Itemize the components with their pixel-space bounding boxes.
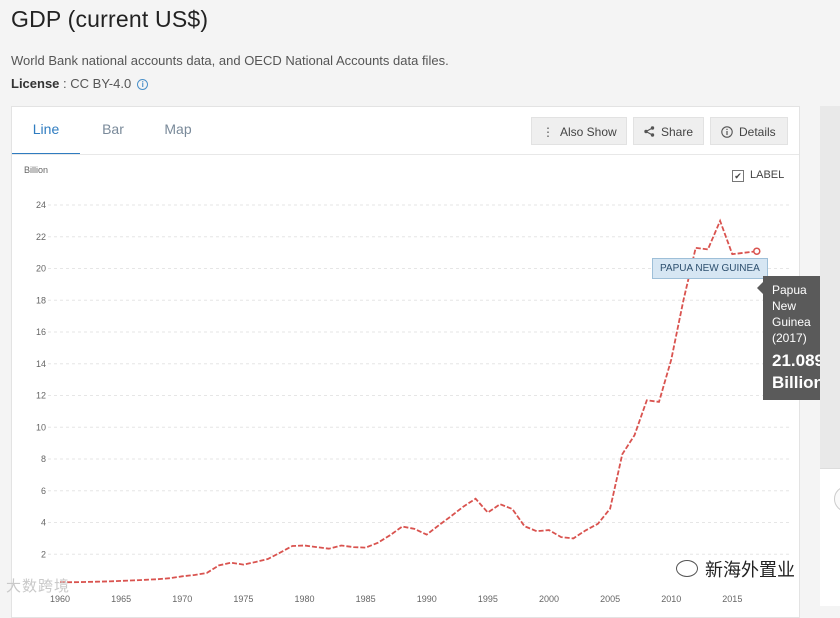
tabs-divider: [12, 154, 799, 155]
series-line: [59, 218, 757, 584]
y-tick-label: 4: [41, 518, 46, 528]
tooltip-value: 21.089: [772, 351, 824, 370]
details-button[interactable]: Details: [710, 117, 788, 145]
tab-bar[interactable]: Bar: [102, 121, 124, 137]
source-note: World Bank national accounts data, and O…: [11, 53, 449, 68]
also-show-button[interactable]: ⋮ Also Show: [531, 117, 627, 145]
tooltip-year: (2017): [772, 331, 807, 345]
tooltip-country-line-2: New: [772, 299, 797, 313]
y-tick-label: 8: [41, 454, 46, 464]
label-checkbox[interactable]: ✔: [732, 170, 744, 182]
more-vertical-icon: ⋮: [542, 125, 554, 139]
y-tick-label: 14: [36, 359, 46, 369]
also-show-label: Also Show: [560, 125, 617, 139]
tooltip-caret: [757, 282, 763, 294]
license-key: License: [11, 76, 60, 91]
tab-map[interactable]: Map: [164, 121, 192, 137]
page-title: GDP (current US$): [11, 6, 209, 32]
x-tick-label: 1975: [233, 594, 253, 604]
label-toggle-text: LABEL: [750, 169, 785, 181]
share-button[interactable]: Share: [633, 117, 704, 145]
x-tick-label: 1980: [294, 594, 314, 604]
x-tick-label: 2015: [722, 594, 742, 604]
details-label: Details: [739, 125, 776, 139]
x-tick-label: 2005: [600, 594, 620, 604]
series-label: PAPUA NEW GUINEA: [652, 258, 768, 279]
watermark-right-text: 新海外置业: [705, 560, 795, 580]
watermark-left: 大数跨境: [6, 578, 71, 595]
info-circle-icon: [721, 118, 733, 146]
x-tick-label: 1965: [111, 594, 131, 604]
chat-bubble-icon: [676, 560, 698, 577]
y-tick-label: 10: [36, 422, 46, 432]
y-tick-label: 12: [36, 391, 46, 401]
license-line: License : CC BY-4.0 i: [11, 76, 149, 91]
x-tick-label: 1990: [417, 594, 437, 604]
x-tick-label: 1970: [172, 594, 192, 604]
x-tick-label: 1985: [356, 594, 376, 604]
y-tick-label: 22: [36, 232, 46, 242]
share-label: Share: [661, 125, 694, 139]
watermark-right: 新海外置业: [676, 556, 795, 582]
tooltip-unit: Billion: [772, 373, 824, 392]
x-tick-label: 1995: [478, 594, 498, 604]
highlight-point: [753, 247, 761, 255]
y-axis-unit: Billion: [24, 165, 49, 175]
y-tick-label: 2: [41, 549, 46, 559]
tooltip-country-line-1: Papua: [772, 283, 807, 297]
y-tick-label: 16: [36, 327, 46, 337]
chart-panel: Line Bar Map ⋮ Also Show Share Details Bi…: [11, 106, 800, 618]
y-tick-label: 18: [36, 295, 46, 305]
y-tick-label: 6: [41, 486, 46, 496]
label-toggle[interactable]: ✔ LABEL: [732, 169, 784, 182]
license-value: : CC BY-4.0: [59, 76, 132, 91]
y-tick-label: 24: [36, 200, 46, 210]
tooltip-country-line-3: Guinea: [772, 315, 811, 329]
info-icon[interactable]: i: [137, 79, 149, 90]
x-tick-label: 2000: [539, 594, 559, 604]
x-tick-label: 1960: [50, 594, 70, 604]
share-icon: [644, 118, 655, 146]
x-tick-label: 2010: [661, 594, 681, 604]
y-tick-label: 20: [36, 264, 46, 274]
